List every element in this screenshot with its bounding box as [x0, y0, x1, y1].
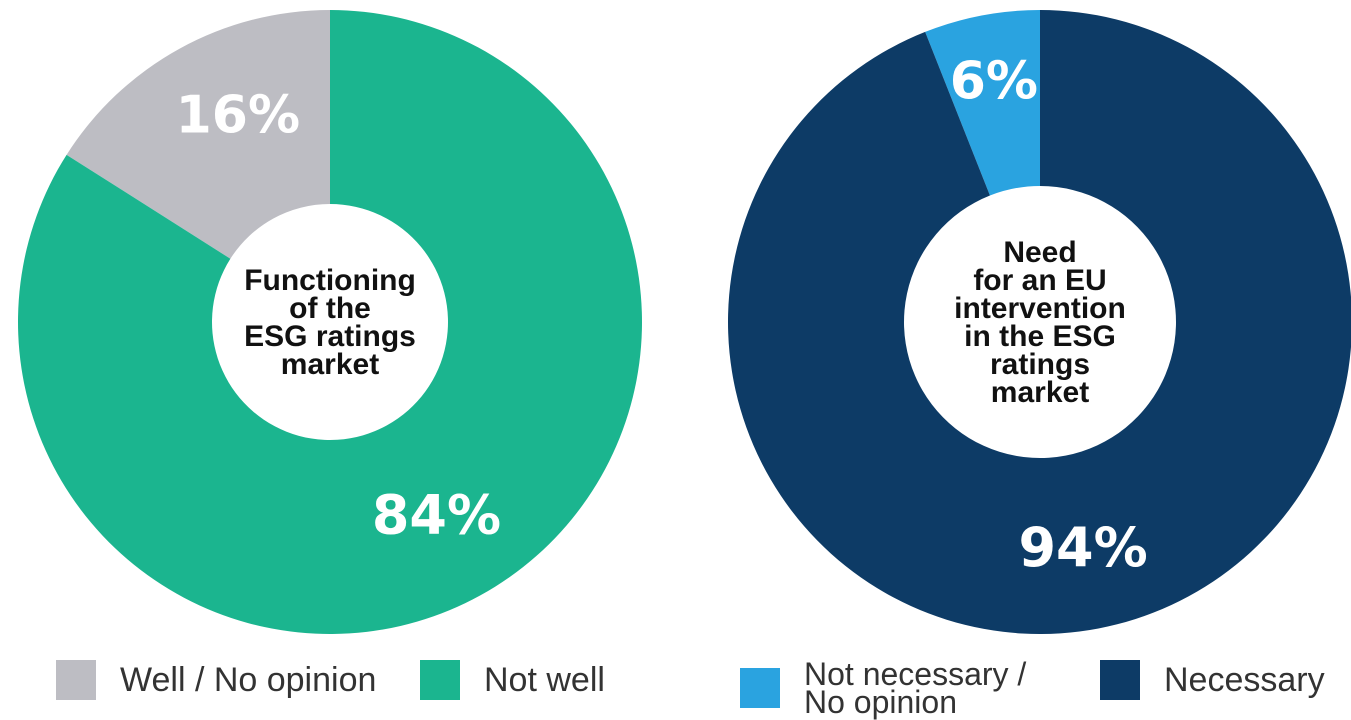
legend-item-necessary: Necessary	[1100, 660, 1325, 700]
legend-label: Not necessary / No opinion	[804, 658, 1026, 718]
donut-slice-not-well	[17, 10, 642, 634]
center-label-line: Need	[1003, 236, 1076, 269]
donut-chart-functioning: 16% 84% Functioning of the ESG ratings market	[17, 10, 642, 634]
percent-label: 84%	[372, 484, 501, 547]
center-label-line: intervention	[954, 292, 1126, 325]
legend-item-not-well: Not well	[420, 660, 605, 700]
center-label-line: ratings	[990, 348, 1090, 381]
center-label-line: market	[991, 376, 1089, 409]
donut-slice-necessary	[728, 10, 1351, 634]
donut-slice-well-no-opinion	[66, 10, 330, 259]
legend-label: Not well	[484, 661, 605, 699]
legend-item-well-no-opinion: Well / No opinion	[56, 660, 376, 700]
donut-center-label: Need for an EU intervention in the ESG ratin…	[954, 236, 1126, 409]
legend-swatch	[1100, 660, 1140, 700]
center-label-line: Functioning	[244, 264, 416, 297]
center-label-line: in the ESG	[964, 320, 1116, 353]
center-label-line: of the	[289, 292, 371, 325]
donut-center-label: Functioning of the ESG ratings market	[244, 264, 416, 381]
center-label-line: for an EU	[973, 264, 1106, 297]
center-label-line: market	[281, 348, 379, 381]
legend-swatch	[740, 668, 780, 708]
donut-slice-not-necessary-no-opinion	[925, 10, 1040, 196]
percent-label: 94%	[1018, 516, 1147, 579]
center-label-line: ESG ratings	[244, 320, 416, 353]
legend-swatch	[420, 660, 460, 700]
legend-label: Necessary	[1164, 661, 1325, 699]
donut-chart-intervention: 6% 94% Need for an EU intervention in the ESG…	[728, 10, 1351, 634]
legend-label-line: No opinion	[804, 684, 957, 720]
legend-swatch	[56, 660, 96, 700]
legend-label: Well / No opinion	[120, 661, 377, 699]
legend-label-line: Not necessary /	[804, 656, 1027, 692]
legend-item-not-necessary: Not necessary / No opinion	[740, 658, 1026, 718]
percent-label: 6%	[950, 51, 1038, 111]
percent-label: 16%	[176, 85, 300, 145]
